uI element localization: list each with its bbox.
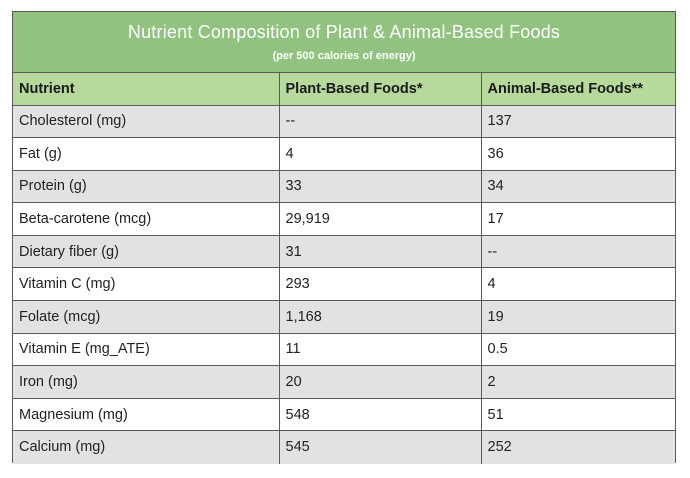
plant-based-value-cell: 545 <box>278 430 482 464</box>
plant-based-value-cell: 29,919 <box>278 202 482 236</box>
table-title: Nutrient Composition of Plant & Animal-B… <box>127 22 561 42</box>
table-row: Protein (g) 33 34 <box>13 169 675 204</box>
nutrient-table: Nutrient Composition of Plant & Animal-B… <box>12 11 676 464</box>
animal-based-value-cell: 252 <box>480 430 675 464</box>
table-row: Fat (g) 4 36 <box>13 137 675 171</box>
column-header-nutrient: Nutrient <box>13 73 280 106</box>
table-row: Dietary fiber (g) 31 -- <box>13 234 675 269</box>
plant-based-value-cell: 31 <box>278 234 482 269</box>
header-row: Nutrient Plant-Based Foods* Animal-Based… <box>13 73 675 106</box>
nutrient-cell: Calcium (mg) <box>13 430 280 464</box>
animal-based-value-cell: -- <box>480 234 675 269</box>
nutrient-cell: Iron (mg) <box>13 365 280 399</box>
plant-based-value-cell: 1,168 <box>278 300 482 334</box>
plant-based-value-cell: 20 <box>278 365 482 399</box>
table-row: Calcium (mg) 545 252 <box>13 430 675 464</box>
table-row: Beta-carotene (mcg) 29,919 17 <box>13 202 675 236</box>
nutrient-cell: Magnesium (mg) <box>13 397 280 432</box>
plant-based-value-cell: 11 <box>278 332 482 367</box>
table-row: Vitamin C (mg) 293 4 <box>13 267 675 302</box>
plant-based-value-cell: 33 <box>278 169 482 204</box>
plant-based-value-cell: 4 <box>278 137 482 171</box>
data-table: Nutrient Plant-Based Foods* Animal-Based… <box>13 73 675 464</box>
table-row: Vitamin E (mg_ATE) 11 0.5 <box>13 332 675 367</box>
nutrient-cell: Folate (mcg) <box>13 300 280 334</box>
column-header-animal-based: Animal-Based Foods** <box>480 73 675 106</box>
animal-based-value-cell: 2 <box>480 365 675 399</box>
nutrient-cell: Dietary fiber (g) <box>13 234 280 269</box>
animal-based-value-cell: 36 <box>480 137 675 171</box>
table-row: Folate (mcg) 1,168 19 <box>13 300 675 334</box>
table-row: Cholesterol (mg) -- 137 <box>13 104 675 139</box>
column-header-plant-based: Plant-Based Foods* <box>278 73 482 106</box>
table-row: Magnesium (mg) 548 51 <box>13 397 675 432</box>
table-row: Iron (mg) 20 2 <box>13 365 675 399</box>
table-title-band: Nutrient Composition of Plant & Animal-B… <box>13 12 675 73</box>
animal-based-value-cell: 0.5 <box>480 332 675 367</box>
animal-based-value-cell: 34 <box>480 169 675 204</box>
nutrient-cell: Protein (g) <box>13 169 280 204</box>
animal-based-value-cell: 137 <box>480 104 675 139</box>
animal-based-value-cell: 51 <box>480 397 675 432</box>
animal-based-value-cell: 4 <box>480 267 675 302</box>
nutrient-cell: Cholesterol (mg) <box>13 104 280 139</box>
plant-based-value-cell: -- <box>278 104 482 139</box>
plant-based-value-cell: 548 <box>278 397 482 432</box>
nutrient-cell: Beta-carotene (mcg) <box>13 202 280 236</box>
animal-based-value-cell: 17 <box>480 202 675 236</box>
nutrient-cell: Fat (g) <box>13 137 280 171</box>
animal-based-value-cell: 19 <box>480 300 675 334</box>
table-body: Cholesterol (mg) -- 137 Fat (g) 4 36 Protein (… <box>13 104 675 464</box>
table-subtitle: (per 500 calories of energy) <box>272 50 416 62</box>
nutrient-cell: Vitamin C (mg) <box>13 267 280 302</box>
nutrient-cell: Vitamin E (mg_ATE) <box>13 332 280 367</box>
plant-based-value-cell: 293 <box>278 267 482 302</box>
